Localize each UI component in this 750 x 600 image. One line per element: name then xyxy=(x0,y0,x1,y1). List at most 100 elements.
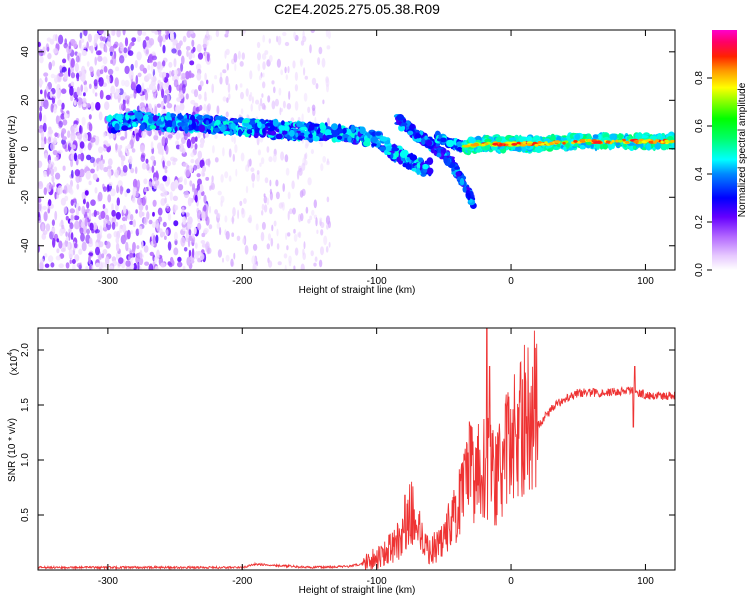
spectrogram-noise-mark xyxy=(70,81,75,87)
spectrogram-sparse-mark xyxy=(271,224,274,232)
spectrogram-noise-mark xyxy=(206,53,210,62)
spectrogram-sparse-mark xyxy=(276,228,279,237)
spectrogram-noise-mark xyxy=(55,115,60,125)
spectrogram-noise-mark xyxy=(153,177,158,182)
spectrogram-noise-mark xyxy=(190,152,195,158)
spectrogram-sparse-mark xyxy=(274,98,279,107)
snr-ytick-label: 0.5 xyxy=(20,508,31,522)
spectrogram-sparse-mark xyxy=(287,66,290,74)
spectrogram-sparse-mark xyxy=(224,50,227,59)
spectrogram-sparse-mark xyxy=(285,167,290,176)
spectrogram-noise-mark xyxy=(177,256,182,263)
steady-core-mark xyxy=(520,143,527,147)
spectrogram-noise-mark xyxy=(124,53,128,59)
steady-core-mark xyxy=(553,140,561,144)
spectrogram-noise-mark xyxy=(194,136,198,142)
spectrogram-noise-mark xyxy=(43,170,48,178)
spectrogram-sparse-mark xyxy=(284,41,290,47)
spectrogram-sparse-mark xyxy=(302,252,307,260)
spectrogram-noise-mark xyxy=(68,41,72,50)
main-track-mark xyxy=(166,111,171,119)
snr-marks xyxy=(38,328,675,570)
spectrogram-noise-mark xyxy=(47,208,50,214)
main-track-mark xyxy=(172,120,177,128)
spectrogram-noise-mark xyxy=(137,261,140,270)
spectrogram-noise-mark xyxy=(94,229,100,234)
spectrogram-sparse-mark xyxy=(247,217,252,223)
spectrogram-sparse-mark xyxy=(326,196,330,203)
main-track-mark xyxy=(281,120,285,126)
spectrogram-noise-mark xyxy=(82,103,87,108)
steady-core-mark xyxy=(562,141,566,145)
spectrogram-sparse-mark xyxy=(251,96,254,104)
main-track-mark xyxy=(114,123,120,131)
spectrogram-noise-mark xyxy=(48,129,54,135)
spectrogram-noise-mark xyxy=(122,30,126,36)
spectrogram-noise-mark xyxy=(202,165,206,173)
spectrogram-noise-mark xyxy=(63,112,68,119)
spectrogram-noise-mark xyxy=(185,46,191,51)
secondary-track-mark xyxy=(415,133,421,139)
spectrogram-noise-mark xyxy=(51,227,56,233)
spectrogram-sparse-mark xyxy=(250,103,253,112)
spectrogram-noise-mark xyxy=(178,91,184,100)
secondary-track-mark xyxy=(436,152,442,158)
spectrogram-noise-mark xyxy=(54,74,58,84)
main-track-mark xyxy=(331,129,339,138)
spectrogram-noise-mark xyxy=(186,138,192,149)
spectrogram-noise-mark xyxy=(90,101,95,112)
spectrogram-sparse-mark xyxy=(287,232,291,237)
colorbar-ticks: 0.0 0.2 0.4 0.6 0.8 xyxy=(694,71,712,277)
spectrogram-sparse-mark xyxy=(268,156,273,163)
spectrogram-noise-mark xyxy=(67,67,71,77)
spectrogram-noise-mark xyxy=(56,89,61,99)
spectrogram-noise-mark xyxy=(51,175,55,183)
spectrogram-xtick-label: -100 xyxy=(367,276,387,287)
spectrogram-noise-mark xyxy=(122,165,128,173)
spectrogram-noise-mark xyxy=(81,241,87,252)
spectrogram-sparse-mark xyxy=(222,96,227,102)
secondary-track-mark xyxy=(454,166,460,170)
spectrogram-noise-mark xyxy=(94,135,100,146)
spectrogram-noise-mark xyxy=(86,154,92,161)
spectrogram-ytick-label: -40 xyxy=(20,238,31,253)
spectrogram-noise-mark xyxy=(201,243,207,248)
spectrogram-sparse-mark xyxy=(316,229,319,234)
spectrogram-noise-mark xyxy=(162,82,169,90)
spectrogram-noise-mark xyxy=(76,183,80,190)
spectrogram-noise-mark xyxy=(48,159,52,168)
spectrogram-noise-mark xyxy=(130,167,135,174)
steady-core-mark xyxy=(605,140,611,144)
spectrogram-noise-mark xyxy=(119,55,125,64)
spectrogram-sparse-mark xyxy=(287,211,290,221)
spectrogram-noise-mark xyxy=(109,45,115,54)
spectrogram-noise-mark xyxy=(183,78,188,85)
spectrogram-noise-mark xyxy=(98,111,103,121)
spectrogram-sparse-mark xyxy=(211,83,214,94)
spectrogram-noise-mark xyxy=(70,58,75,68)
spectrogram-sparse-mark xyxy=(207,247,212,254)
spectrogram-noise-mark xyxy=(140,154,146,162)
main-track-mark xyxy=(356,135,360,142)
spectrogram-noise-mark xyxy=(188,165,194,174)
main-track-mark xyxy=(184,126,189,134)
spectrogram-noise-mark xyxy=(164,89,170,95)
spectrogram-noise-mark xyxy=(137,197,143,206)
spectrogram-noise-mark xyxy=(206,30,209,37)
spectrogram-sparse-mark xyxy=(286,245,289,251)
spectrogram-noise-mark xyxy=(77,153,82,160)
spectrogram-noise-mark xyxy=(160,262,166,268)
spectrogram-noise-mark xyxy=(197,52,204,60)
spectrogram-noise-mark xyxy=(204,72,207,81)
snr-ytick-label: 2.0 xyxy=(20,343,31,357)
spectrogram-noise-mark xyxy=(45,223,51,232)
spectrogram-ytick-label: 40 xyxy=(20,46,31,58)
spectrogram-noise-mark xyxy=(50,73,56,79)
spectrogram-sparse-mark xyxy=(325,246,329,253)
spectrogram-sparse-mark xyxy=(291,180,295,190)
spectrogram-noise-mark xyxy=(196,209,202,220)
spectrogram-noise-mark xyxy=(74,169,81,177)
spectrogram-noise-mark xyxy=(189,73,195,78)
main-track-mark xyxy=(214,119,221,125)
spectrogram-noise-mark xyxy=(151,76,157,83)
